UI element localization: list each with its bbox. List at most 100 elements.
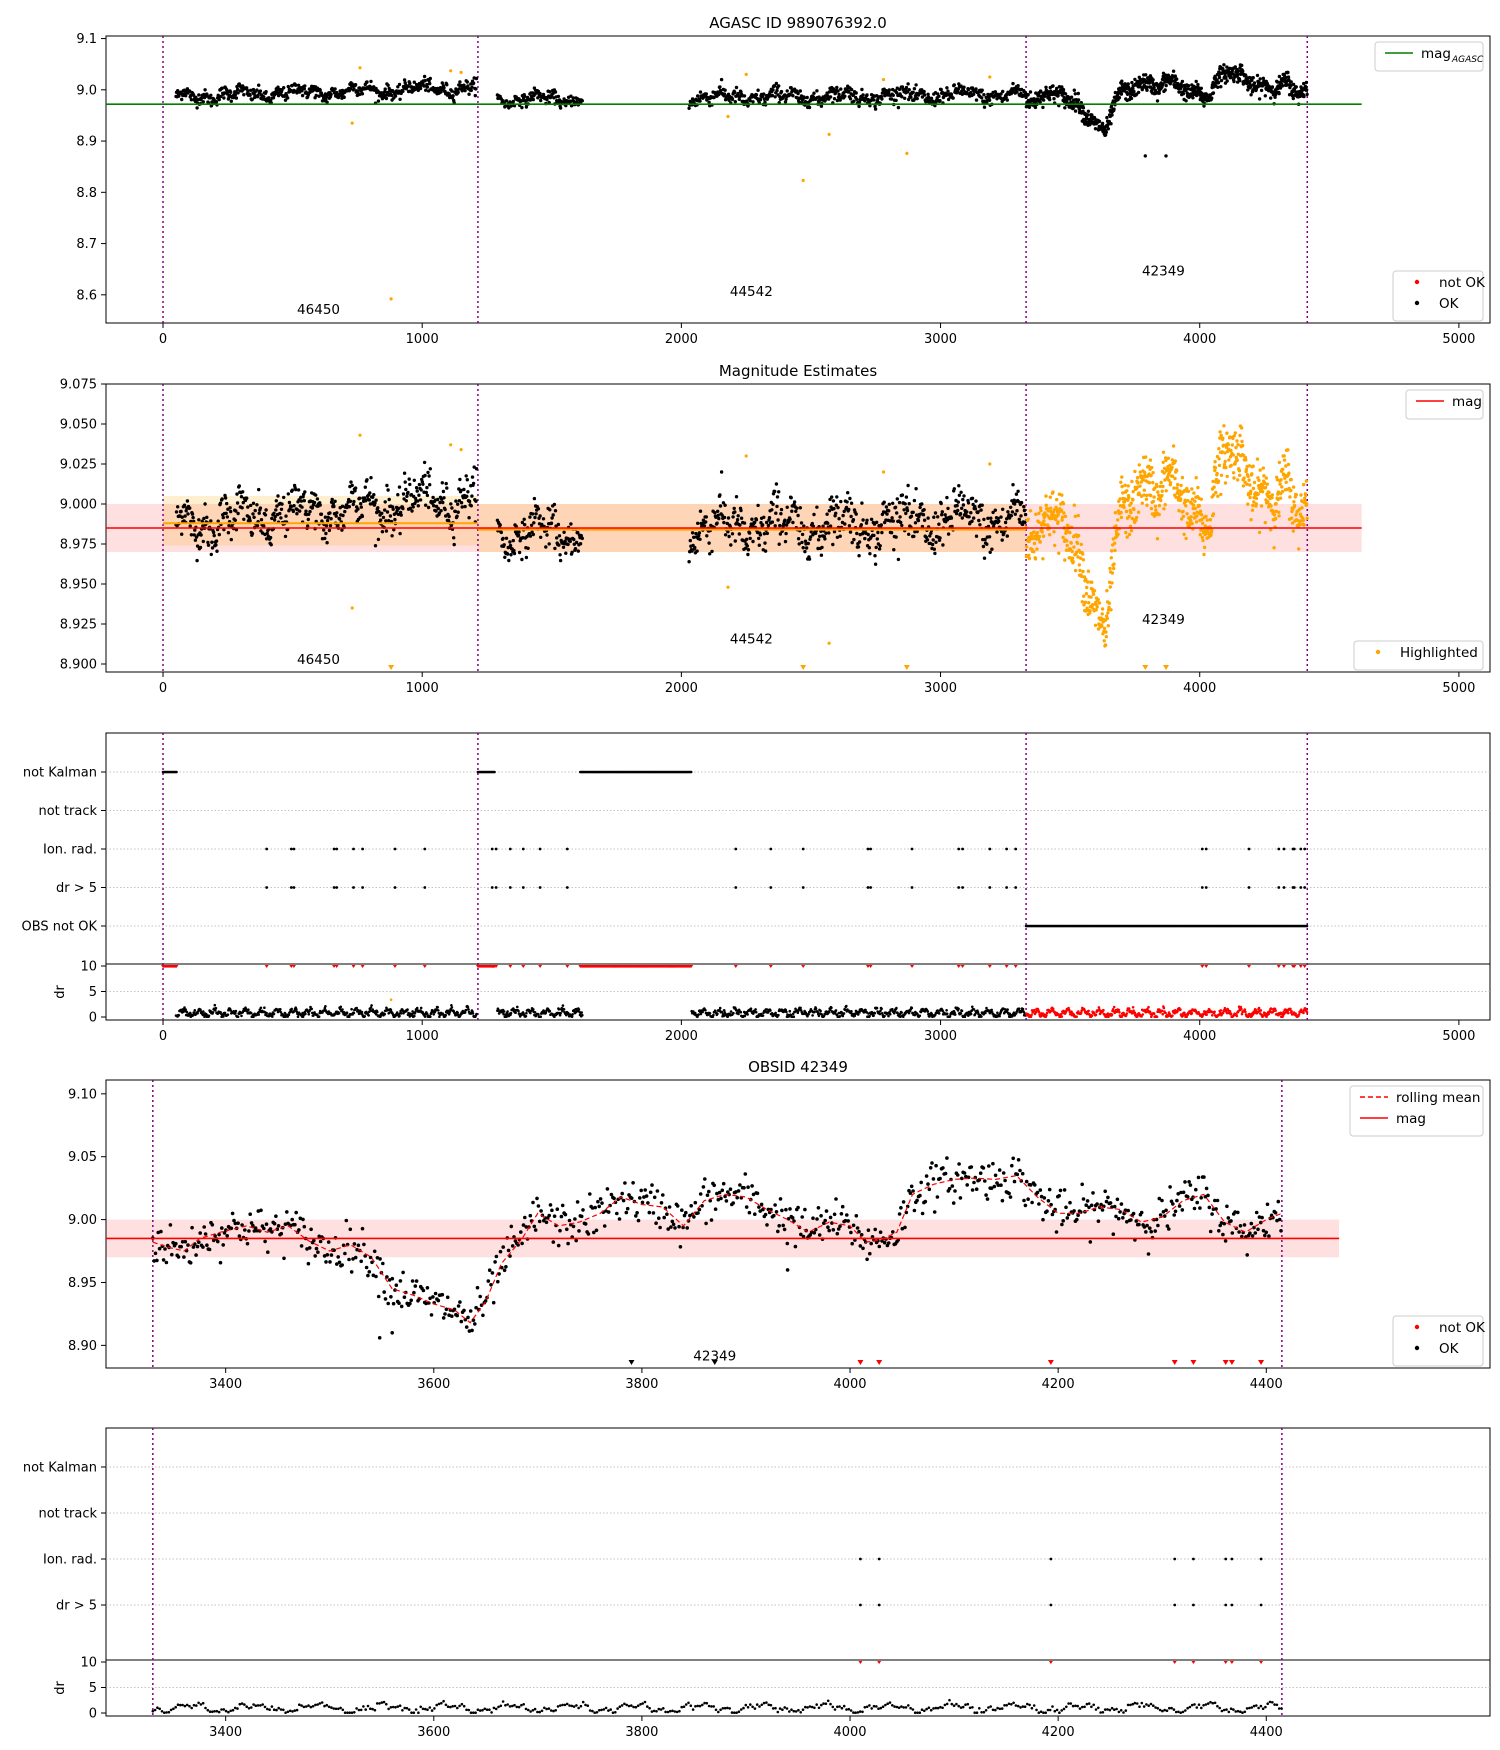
data-point-ok <box>801 546 805 550</box>
data-point-ok <box>1269 96 1273 100</box>
dr-flag-marker <box>291 965 296 968</box>
data-point-highlighted <box>1218 430 1222 434</box>
data-point-highlighted <box>1032 541 1037 546</box>
data-point-ok <box>1273 95 1277 99</box>
data-point-highlighted <box>1176 482 1180 487</box>
data-point-ok <box>698 99 702 103</box>
flag-marker <box>1305 924 1309 928</box>
data-point-highlighted <box>1038 540 1042 544</box>
data-point-highlighted <box>1286 462 1291 467</box>
data-point-ok <box>292 504 296 508</box>
dr-tick-label: 5 <box>89 985 97 1000</box>
data-point-highlighted <box>1149 473 1153 478</box>
data-point-ok <box>1173 74 1178 78</box>
dr-gt-5-marker <box>1292 886 1296 889</box>
data-point-ok <box>698 509 703 513</box>
data-point-ok <box>938 99 942 103</box>
data-point-ok <box>399 513 403 517</box>
data-point-ok <box>956 500 960 504</box>
data-point-highlighted <box>1189 519 1193 523</box>
data-point-ok <box>423 473 427 478</box>
data-point-ok <box>1010 510 1015 514</box>
data-point-ok <box>315 497 320 501</box>
data-point-highlighted <box>1269 528 1273 532</box>
data-point-highlighted <box>1129 510 1133 515</box>
data-point-highlighted <box>1170 465 1174 470</box>
data-point-ok <box>905 508 910 513</box>
data-point-highlighted <box>1198 509 1203 513</box>
ion-rad-marker <box>1204 847 1208 851</box>
data-point-ok <box>758 98 763 102</box>
data-point-highlighted <box>350 606 354 610</box>
data-point-ok <box>226 531 231 535</box>
data-point-highlighted <box>1129 501 1133 505</box>
data-point-ok <box>265 531 269 536</box>
data-point-ok <box>556 522 561 527</box>
data-point-ok <box>945 86 949 90</box>
ion-rad-marker <box>292 847 296 851</box>
data-point-ok <box>746 548 751 552</box>
data-point-ok <box>235 87 240 92</box>
data-point-ok <box>289 505 293 509</box>
data-point-highlighted <box>1077 563 1082 567</box>
data-point-ok <box>251 512 255 516</box>
data-point-ok <box>227 523 231 528</box>
data-point-ok <box>387 497 391 502</box>
data-point-ok <box>762 532 767 536</box>
data-point-ok <box>1093 127 1098 131</box>
plot-area <box>106 384 1362 672</box>
data-point-ok <box>1171 69 1176 73</box>
data-point-highlighted <box>1193 506 1197 511</box>
data-point-ok <box>941 543 945 547</box>
data-point-highlighted <box>1095 605 1099 609</box>
data-point-ok <box>880 97 884 101</box>
dr-gt-5-marker <box>565 886 569 889</box>
data-point-highlighted <box>1159 480 1163 485</box>
data-point-ok <box>773 524 777 528</box>
data-point-ok <box>861 518 865 522</box>
data-point-ok <box>282 86 286 90</box>
data-point-highlighted <box>350 121 354 125</box>
data-point-ok <box>1258 77 1262 81</box>
data-point-ok <box>987 98 992 103</box>
data-point-ok <box>999 92 1003 96</box>
data-point-ok <box>568 539 572 544</box>
data-point-highlighted <box>1242 476 1246 480</box>
data-point-ok <box>914 83 918 87</box>
data-point-ok <box>465 80 469 84</box>
data-point-highlighted <box>1223 481 1228 485</box>
data-point-highlighted <box>1079 556 1083 560</box>
data-point-ok <box>816 538 821 542</box>
data-point-ok <box>245 86 249 90</box>
data-point-ok <box>1044 85 1048 90</box>
data-point-ok <box>428 483 432 487</box>
data-point-highlighted <box>1110 549 1114 553</box>
x-tick-label: 4000 <box>1183 1029 1216 1044</box>
data-point-ok <box>1000 538 1004 542</box>
dr-gt-5-marker <box>494 886 498 889</box>
data-point-ok <box>694 531 698 536</box>
data-point-highlighted <box>1198 533 1203 537</box>
data-point-ok <box>851 93 856 97</box>
data-point-ok <box>836 89 840 93</box>
data-point-ok <box>576 549 580 553</box>
data-point-highlighted <box>1059 508 1064 513</box>
dr-gt-5-marker <box>289 886 293 889</box>
data-point-highlighted <box>1217 447 1221 451</box>
data-point-ok <box>419 488 423 492</box>
data-point-ok <box>407 477 411 481</box>
data-point-ok <box>779 507 784 512</box>
data-point-ok <box>511 538 515 543</box>
data-point-ok <box>467 499 472 504</box>
data-point-ok <box>934 540 938 544</box>
offscale-marker <box>800 665 807 670</box>
data-point-ok <box>1194 79 1198 84</box>
offscale-marker <box>388 665 395 670</box>
data-point-ok <box>933 551 937 556</box>
data-point-ok <box>865 93 869 97</box>
data-point-ok <box>718 493 722 497</box>
data-point-highlighted <box>1251 464 1255 468</box>
data-point-ok <box>1247 75 1252 80</box>
data-point-ok <box>895 497 899 501</box>
